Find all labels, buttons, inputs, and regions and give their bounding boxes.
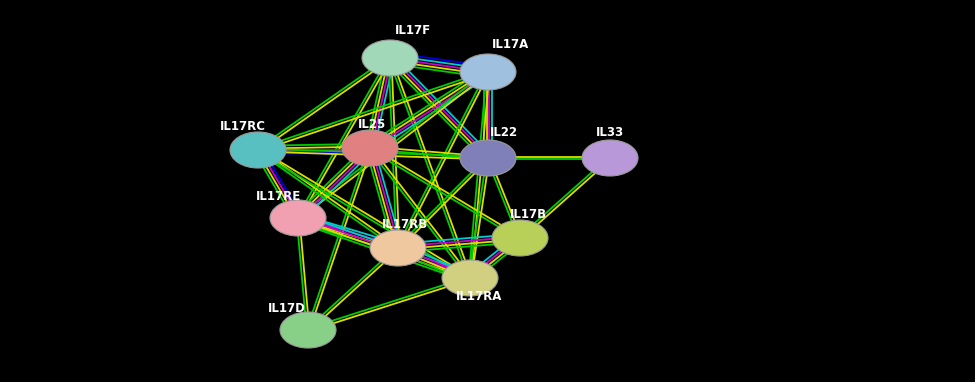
Ellipse shape: [492, 220, 548, 256]
Ellipse shape: [460, 140, 516, 176]
Ellipse shape: [582, 140, 638, 176]
Ellipse shape: [460, 54, 516, 90]
Text: IL17RB: IL17RB: [382, 217, 428, 230]
Text: IL17A: IL17A: [492, 37, 529, 50]
Ellipse shape: [230, 132, 286, 168]
Text: IL17F: IL17F: [395, 24, 431, 37]
Ellipse shape: [362, 40, 418, 76]
Text: IL17D: IL17D: [268, 301, 306, 314]
Ellipse shape: [442, 260, 498, 296]
Ellipse shape: [370, 230, 426, 266]
Ellipse shape: [280, 312, 336, 348]
Text: IL22: IL22: [490, 126, 518, 139]
Text: IL25: IL25: [358, 118, 386, 131]
Ellipse shape: [270, 200, 326, 236]
Text: IL17RE: IL17RE: [256, 189, 301, 202]
Text: IL17RA: IL17RA: [456, 290, 502, 303]
Ellipse shape: [342, 130, 398, 166]
Text: IL17RC: IL17RC: [220, 120, 266, 133]
Text: IL17B: IL17B: [510, 207, 547, 220]
Text: IL33: IL33: [596, 126, 624, 139]
